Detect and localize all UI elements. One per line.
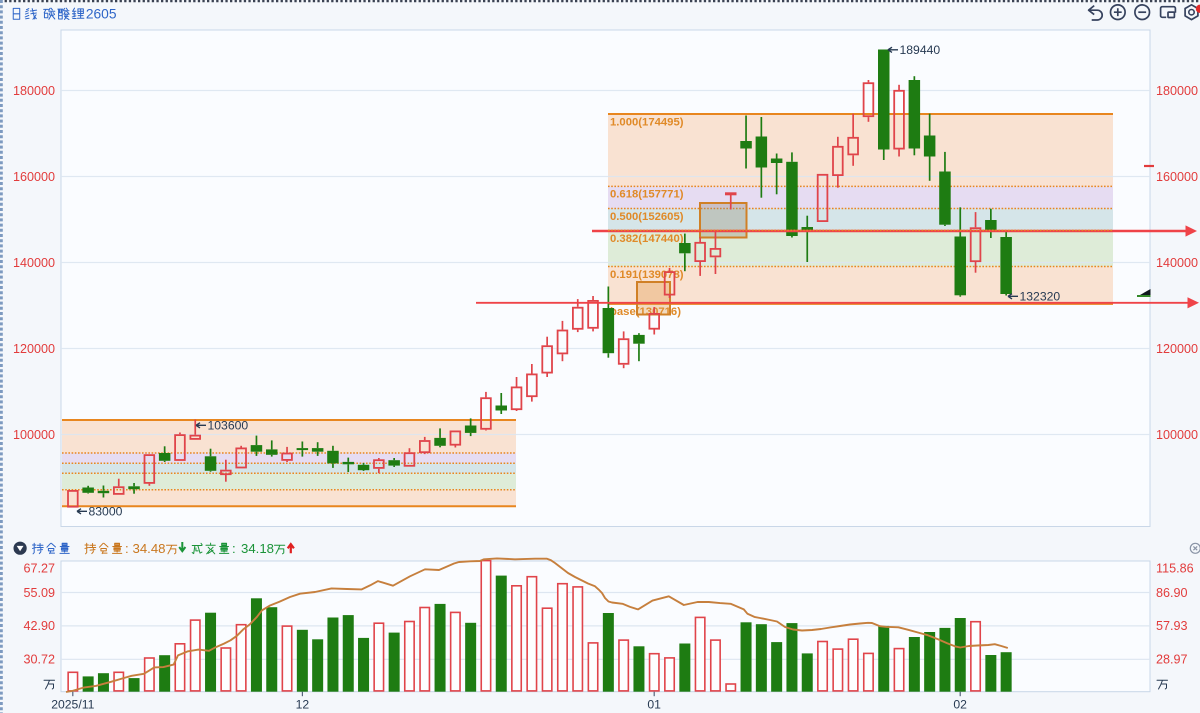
svg-text:1.000(174495): 1.000(174495) [610, 116, 684, 128]
svg-text:83000: 83000 [89, 505, 123, 519]
svg-text:0.382(147440): 0.382(147440) [610, 233, 684, 245]
svg-text:115.86: 115.86 [1156, 561, 1194, 575]
svg-text:86.90: 86.90 [1156, 586, 1188, 600]
svg-text:0.500(152605): 0.500(152605) [610, 211, 684, 223]
svg-text:55.09: 55.09 [23, 586, 55, 600]
svg-text:100000: 100000 [13, 428, 55, 442]
svg-text::: : [232, 541, 236, 556]
svg-text:2025/11: 2025/11 [51, 698, 94, 712]
svg-text:57.93: 57.93 [1156, 619, 1188, 633]
svg-text:30.72: 30.72 [23, 653, 55, 667]
svg-text:180000: 180000 [1156, 84, 1198, 98]
svg-text:140000: 140000 [1156, 256, 1198, 270]
svg-text:140000: 140000 [13, 256, 55, 270]
svg-text:132320: 132320 [1020, 290, 1061, 304]
svg-text:120000: 120000 [13, 342, 55, 356]
svg-text:180000: 180000 [13, 84, 55, 98]
svg-text:100000: 100000 [1156, 428, 1198, 442]
svg-text:12: 12 [296, 698, 310, 712]
svg-text:34.18: 34.18 [241, 541, 274, 556]
svg-text:120000: 120000 [1156, 342, 1198, 356]
svg-text:67.27: 67.27 [23, 561, 55, 575]
svg-text:42.90: 42.90 [23, 619, 55, 633]
svg-text:0.618(157771): 0.618(157771) [610, 189, 684, 201]
svg-text:34.48: 34.48 [133, 541, 166, 556]
svg-text:0.191(139078): 0.191(139078) [610, 269, 684, 281]
svg-text:103600: 103600 [208, 419, 249, 433]
svg-text:160000: 160000 [13, 170, 55, 184]
svg-text:01: 01 [647, 698, 661, 712]
svg-text:2605: 2605 [86, 6, 117, 21]
svg-text:189440: 189440 [900, 43, 941, 57]
svg-text::: : [125, 541, 129, 556]
svg-text:160000: 160000 [1156, 170, 1198, 184]
svg-text:02: 02 [953, 698, 967, 712]
svg-text:28.97: 28.97 [1156, 653, 1188, 667]
